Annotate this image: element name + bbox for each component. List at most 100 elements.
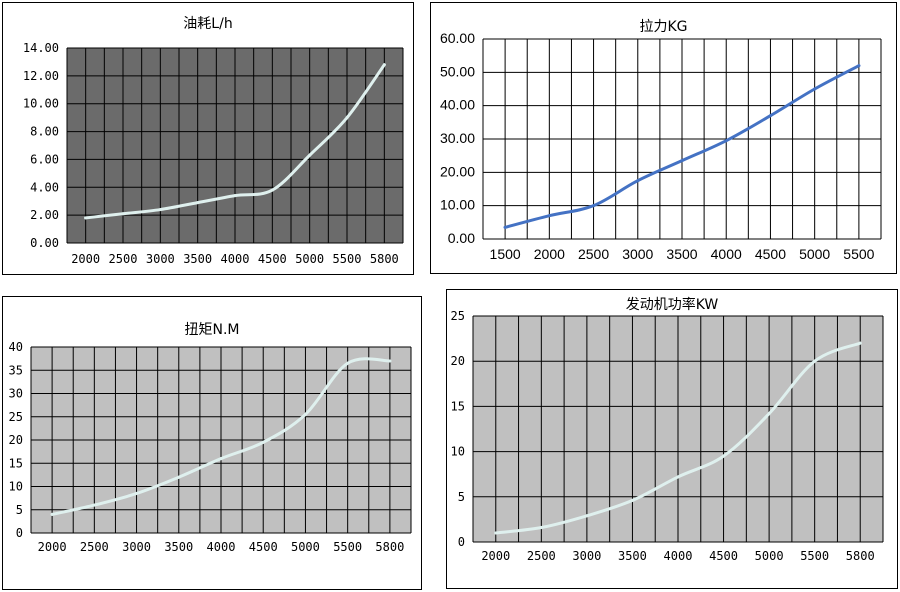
data-point <box>121 212 125 216</box>
data-point <box>219 457 223 461</box>
data-point <box>177 475 181 479</box>
power-chart-svg: 0 5 10 15 20 25 2000 2500 3000 3500 4000 4500 5000 55… <box>451 309 884 563</box>
x-tick-label: 5000 <box>291 540 320 554</box>
y-tick-label: 50.00 <box>440 63 475 79</box>
x-tick-label: 3500 <box>164 540 193 554</box>
data-point <box>308 153 312 157</box>
y-tick-label: 15 <box>9 456 23 470</box>
x-tick-label: 5500 <box>333 540 362 554</box>
y-tick-label: 15 <box>451 399 465 413</box>
y-tick-label: 20 <box>451 354 465 368</box>
x-tick-label: 4000 <box>711 246 742 262</box>
data-point <box>494 531 498 535</box>
fuel-chart-svg: 0.00 2.00 4.00 6.00 8.00 10.00 12.00 14.00 2000 2… <box>23 41 404 266</box>
y-tick-label: 20.00 <box>440 163 475 179</box>
chart-title: 拉力KG <box>639 19 688 35</box>
engine-power-chart: 发动机功率KW 0 5 10 15 20 25 2000 2500 3000 3500 4000 45… <box>446 289 898 589</box>
data-point <box>345 116 349 120</box>
y-tick-label: 10.00 <box>23 97 59 111</box>
x-tick-label: 3000 <box>122 540 151 554</box>
data-point <box>724 139 728 143</box>
x-tick-label: 3000 <box>572 549 601 563</box>
torque-chart-svg: 0 5 10 15 20 25 30 35 40 2000 2500 3000 3500 4000 4500… <box>9 340 412 554</box>
y-tick-label: 25 <box>451 309 465 323</box>
x-tick-label: 2000 <box>71 252 100 266</box>
y-tick-label: 5 <box>16 503 23 517</box>
x-tick-label: 2500 <box>80 540 109 554</box>
y-tick-label: 10 <box>451 445 465 459</box>
data-point <box>135 491 139 495</box>
y-tick-label: 6.00 <box>30 152 59 166</box>
x-tick-label: 5000 <box>755 549 784 563</box>
x-tick-label: 3000 <box>146 252 175 266</box>
data-point <box>346 361 350 365</box>
y-tick-label: 10 <box>9 480 23 494</box>
x-tick-label: 5000 <box>799 246 830 262</box>
data-point <box>539 526 543 530</box>
y-tick-label: 5 <box>458 490 465 504</box>
pull-chart-svg: 0.00 10.00 20.00 30.00 40.00 50.00 60.00 1500 20… <box>440 30 882 262</box>
x-tick-label: 2500 <box>109 252 138 266</box>
y-tick-label: 30.00 <box>440 130 475 146</box>
chart-title: 油耗L/h <box>183 16 233 32</box>
data-point <box>813 359 817 363</box>
y-tick-label: 0.00 <box>30 236 59 250</box>
data-point <box>270 188 274 192</box>
x-tick-label: 4000 <box>221 252 250 266</box>
x-tick-label: 4500 <box>755 246 786 262</box>
data-point <box>676 475 680 479</box>
data-point <box>158 208 162 212</box>
y-tick-label: 0.00 <box>448 230 475 246</box>
x-tick-label: 4000 <box>207 540 236 554</box>
x-tick-label: 2000 <box>38 540 67 554</box>
y-tick-label: 14.00 <box>23 41 59 55</box>
x-tick-label: 3500 <box>183 252 212 266</box>
y-tick-label: 30 <box>9 387 23 401</box>
y-tick-label: 12.00 <box>23 69 59 83</box>
y-tick-label: 20 <box>9 433 23 447</box>
x-tick-label: 1500 <box>490 246 521 262</box>
y-tick-label: 40 <box>9 340 23 354</box>
data-point <box>857 64 861 68</box>
data-point <box>585 514 589 518</box>
data-point <box>768 114 772 118</box>
x-tick-label: 5500 <box>800 549 829 563</box>
data-point <box>680 159 684 163</box>
y-tick-label: 4.00 <box>30 180 59 194</box>
data-point <box>636 179 640 183</box>
data-point <box>50 512 54 516</box>
x-tick-label: 5800 <box>375 540 404 554</box>
data-point <box>84 216 88 220</box>
x-tick-label: 5800 <box>846 549 875 563</box>
data-point <box>592 204 596 208</box>
data-point <box>547 214 551 218</box>
x-tick-label: 5500 <box>843 246 874 262</box>
y-tick-label: 40.00 <box>440 97 475 113</box>
y-tick-label: 8.00 <box>30 125 59 139</box>
x-tick-label: 5500 <box>333 252 362 266</box>
y-tick-label: 35 <box>9 363 23 377</box>
x-tick-label: 3500 <box>666 246 697 262</box>
x-tick-label: 4000 <box>664 549 693 563</box>
data-point <box>92 503 96 507</box>
data-point <box>388 359 392 363</box>
data-point <box>767 412 771 416</box>
data-point <box>813 87 817 91</box>
y-tick-label: 0 <box>16 526 23 540</box>
y-tick-label: 10.00 <box>440 197 475 213</box>
data-point <box>196 201 200 205</box>
data-point <box>303 412 307 416</box>
pulling-force-chart: 拉力KG 0.00 10.00 20.00 30.00 40.00 50.00 60.00 1… <box>430 2 897 274</box>
x-tick-label: 2000 <box>534 246 565 262</box>
fuel-consumption-chart: 油耗L/h 0.00 2.00 4.00 6.00 8.00 10.00 12.00 14.0… <box>2 2 414 275</box>
x-tick-label: 2000 <box>481 549 510 563</box>
torque-chart: 扭矩N.M 0 5 10 15 20 25 30 35 40 2000 2500 3000 3500 40… <box>2 296 422 590</box>
data-point <box>722 454 726 458</box>
x-tick-label: 5800 <box>370 252 399 266</box>
data-point <box>630 498 634 502</box>
x-tick-label: 4500 <box>258 252 287 266</box>
data-point <box>382 63 386 67</box>
chart-title: 扭矩N.M <box>184 322 240 338</box>
data-point <box>261 440 265 444</box>
data-point <box>503 225 507 229</box>
